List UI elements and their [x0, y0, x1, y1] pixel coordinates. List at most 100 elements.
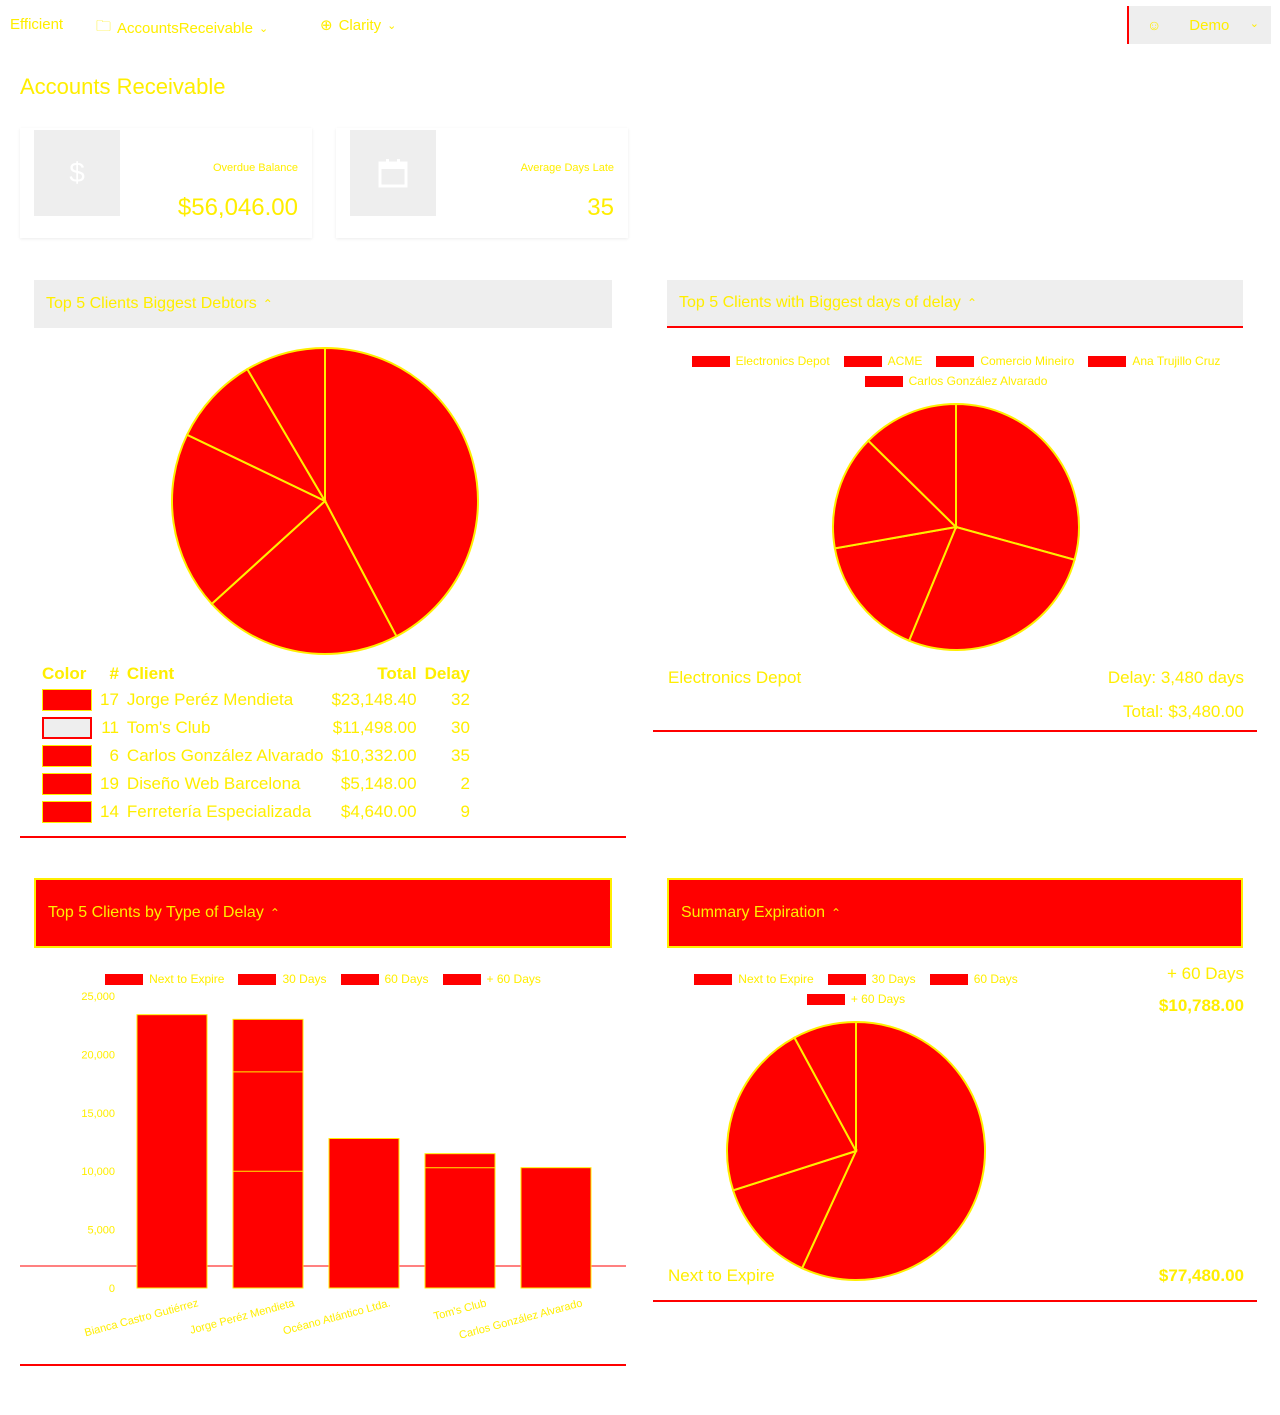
legend-item[interactable]: 30 Days — [238, 972, 327, 986]
cell-client: Carlos González Alvarado — [126, 746, 324, 765]
color-swatch — [42, 801, 92, 823]
pie-slice[interactable] — [245, 346, 326, 505]
y-tick-label: 15,000 — [81, 1108, 115, 1120]
legend-swatch — [929, 973, 968, 985]
legend-label: Ana Trujillo Cruz — [1132, 354, 1221, 368]
cell-delay: 30 — [451, 718, 470, 737]
delay-card-header[interactable]: Top 5 Clients with Biggest days of delay… — [667, 280, 1243, 328]
legend-item[interactable]: Next to Expire — [694, 972, 814, 986]
table-row[interactable]: 11 Tom's Club $11,498.00 30 — [38, 714, 474, 742]
card-title: Top 5 Clients Biggest Debtors — [46, 295, 257, 312]
delay-footer-name: Electronics Depot — [668, 668, 802, 687]
breadcrumb-accounts[interactable]: 🗀 AccountsReceivable ⌄ — [96, 16, 268, 41]
color-swatch — [42, 773, 92, 795]
col-id: # — [109, 664, 119, 683]
bar[interactable] — [424, 1153, 496, 1289]
pie-slice[interactable] — [210, 499, 398, 655]
cell-client: Ferretería Especializada — [126, 802, 312, 821]
brand-logo[interactable]: Efficient — [10, 16, 64, 33]
cell-total: $5,148.00 — [340, 774, 417, 793]
legend-swatch — [340, 973, 379, 985]
kpi-value: 35 — [587, 194, 614, 221]
pie-slice[interactable] — [324, 346, 479, 638]
legend-swatch — [843, 355, 882, 367]
card-title: Top 5 Clients by Type of Delay — [48, 904, 264, 921]
legend-swatch — [806, 993, 845, 1005]
legend-item[interactable]: Comercio Mineiro — [936, 354, 1074, 368]
debtors-table: Color # Client Total Delay 17 Jorge Peré… — [38, 662, 474, 826]
user-menu-button[interactable]: ☺ Demo ⌄ — [1127, 6, 1271, 44]
cell-client: Jorge Peréz Mendieta — [126, 690, 294, 709]
legend-label: 30 Days — [871, 972, 916, 986]
kpi-value: $56,046.00 — [177, 194, 298, 221]
bar[interactable] — [136, 1014, 208, 1289]
legend-item[interactable]: Electronics Depot — [691, 354, 830, 368]
debtors-card-header[interactable]: Top 5 Clients Biggest Debtors ⌃ — [34, 280, 612, 328]
bar[interactable] — [520, 1167, 592, 1289]
pie-slice[interactable] — [832, 439, 959, 550]
legend-label: 60 Days — [384, 972, 429, 986]
legend-label: Comercio Mineiro — [980, 354, 1075, 368]
table-row[interactable]: 6 Carlos González Alvarado $10,332.00 35 — [38, 742, 474, 770]
legend-item[interactable]: 60 Days — [340, 972, 429, 986]
kpi-average-days-late: Average Days Late 35 — [336, 128, 628, 238]
pie-slice[interactable] — [800, 1020, 986, 1281]
legend-swatch — [827, 973, 866, 985]
legend-swatch — [864, 375, 903, 387]
chevron-down-icon: ⌄ — [1249, 18, 1259, 30]
legend-item[interactable]: 30 Days — [827, 972, 916, 986]
delay-footer-days: Delay: 3,480 days — [1107, 668, 1244, 687]
type-card-header[interactable]: Top 5 Clients by Type of Delay ⌃ — [34, 878, 612, 948]
pie-slice[interactable] — [866, 402, 957, 530]
pie-slice[interactable] — [793, 1020, 857, 1152]
pie-slice[interactable] — [955, 402, 1080, 562]
color-swatch — [42, 689, 92, 711]
breadcrumb-company[interactable]: ⊕ Clarity ⌄ — [320, 16, 396, 35]
cell-total: $23,148.40 — [331, 690, 417, 709]
pie-slice[interactable] — [171, 433, 327, 606]
pie-slice[interactable] — [907, 525, 1076, 651]
legend-swatch — [238, 973, 277, 985]
col-total: Total — [377, 664, 417, 683]
chevron-up-icon: ⌃ — [966, 296, 977, 310]
legend-item[interactable]: ACME — [843, 354, 922, 368]
table-row[interactable]: 17 Jorge Peréz Mendieta $23,148.40 32 — [38, 686, 474, 714]
bar[interactable] — [232, 1018, 304, 1289]
legend-item[interactable]: Carlos González Alvarado — [864, 374, 1047, 388]
table-row[interactable]: 14 Ferretería Especializada $4,640.00 9 — [38, 798, 474, 826]
kpi-label: Overdue Balance — [213, 162, 298, 174]
cell-delay: 9 — [460, 802, 470, 821]
col-delay: Delay — [424, 664, 470, 683]
folder-icon: 🗀 — [96, 18, 112, 35]
breadcrumb-label: Clarity — [338, 16, 382, 34]
pie-slice[interactable] — [726, 1036, 858, 1192]
cell-id: 6 — [109, 746, 119, 765]
pie-slice[interactable] — [833, 525, 958, 643]
summary-card-header[interactable]: Summary Expiration ⌃ — [667, 878, 1243, 948]
table-row[interactable]: 19 Diseño Web Barcelona $5,148.00 2 — [38, 770, 474, 798]
col-color: Color — [42, 664, 87, 683]
cell-delay: 32 — [451, 690, 470, 709]
legend-item[interactable]: + 60 Days — [442, 972, 541, 986]
chevron-up-icon: ⌃ — [269, 906, 280, 920]
legend-item[interactable]: 60 Days — [929, 972, 1018, 986]
cell-id: 14 — [100, 802, 119, 821]
bar[interactable] — [328, 1137, 400, 1289]
legend-swatch — [936, 355, 975, 367]
legend-item[interactable]: + 60 Days — [806, 992, 905, 1006]
y-tick-label: 25,000 — [81, 991, 115, 1003]
pie-slice[interactable] — [731, 1149, 858, 1270]
cell-id: 17 — [100, 690, 119, 709]
pie-slice[interactable] — [185, 367, 328, 504]
breadcrumb-label: AccountsReceivable — [117, 20, 253, 37]
legend-swatch — [691, 355, 730, 367]
globe-icon: ⊕ — [320, 17, 333, 34]
legend-item[interactable]: Ana Trujillo Cruz — [1088, 354, 1220, 368]
x-tick-label: Bianca Castro Gutiérrez — [83, 1297, 199, 1339]
legend-item[interactable]: Next to Expire — [105, 972, 224, 986]
cell-id: 11 — [101, 718, 119, 737]
page-title: Accounts Receivable — [20, 74, 226, 99]
legend-label: Electronics Depot — [735, 354, 830, 368]
legend-label: 30 Days — [282, 972, 327, 986]
cell-total: $4,640.00 — [340, 802, 417, 821]
